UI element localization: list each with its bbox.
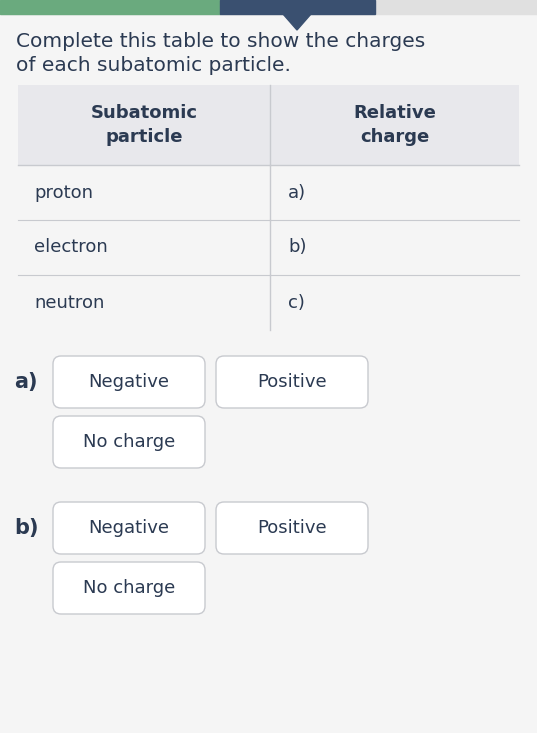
Text: b): b): [288, 238, 307, 257]
Text: Relative
charge: Relative charge: [353, 104, 436, 146]
Text: Positive: Positive: [257, 373, 327, 391]
Text: proton: proton: [34, 183, 93, 202]
Text: electron: electron: [34, 238, 108, 257]
Bar: [0, 0, 537, 14]
FancyBboxPatch shape: [53, 562, 205, 614]
FancyBboxPatch shape: [53, 502, 205, 554]
Text: c): c): [288, 293, 305, 312]
Text: a): a): [288, 183, 306, 202]
FancyBboxPatch shape: [216, 502, 368, 554]
Text: neutron: neutron: [34, 293, 104, 312]
Bar: [220, 0, 375, 14]
Text: Negative: Negative: [89, 373, 170, 391]
Text: No charge: No charge: [83, 433, 175, 451]
Polygon shape: [283, 14, 311, 30]
Text: a): a): [14, 372, 38, 392]
Bar: [0, 0, 220, 14]
Text: No charge: No charge: [83, 579, 175, 597]
FancyBboxPatch shape: [216, 356, 368, 408]
Text: Complete this table to show the charges: Complete this table to show the charges: [16, 32, 425, 51]
Text: Negative: Negative: [89, 519, 170, 537]
Text: of each subatomic particle.: of each subatomic particle.: [16, 56, 291, 75]
Text: Subatomic
particle: Subatomic particle: [91, 104, 198, 146]
FancyBboxPatch shape: [53, 356, 205, 408]
Text: Positive: Positive: [257, 519, 327, 537]
Text: b): b): [14, 518, 39, 538]
FancyBboxPatch shape: [53, 416, 205, 468]
Bar: [18, 85, 519, 165]
